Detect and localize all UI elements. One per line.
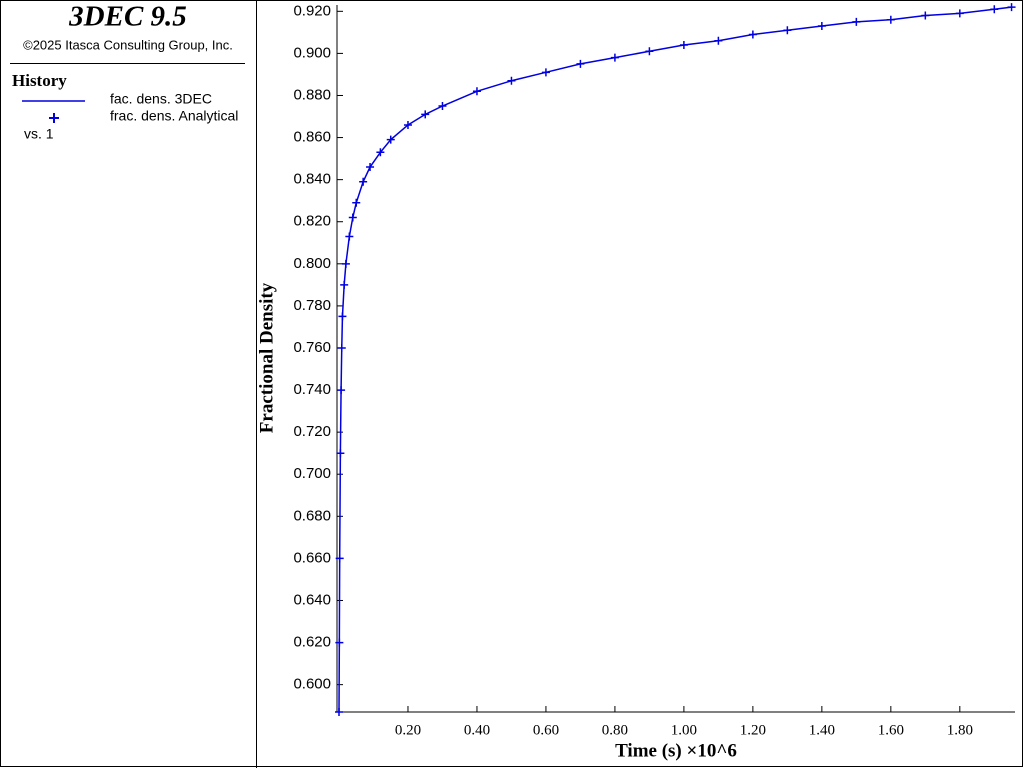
series-line: [338, 6, 1012, 713]
y-tick-label: 0.640: [293, 591, 331, 608]
series-marker: [366, 163, 375, 172]
series-marker: [472, 87, 481, 96]
copyright: ©2025 Itasca Consulting Group, Inc.: [23, 37, 233, 52]
x-tick-label: 0.20: [395, 722, 421, 738]
series-marker: [645, 47, 654, 56]
y-tick-label: 0.860: [293, 129, 331, 146]
y-axis-label: Fractional Density: [256, 282, 277, 433]
series-marker: [955, 9, 964, 18]
series-marker: [507, 76, 516, 85]
series-marker: [376, 148, 385, 157]
y-tick-label: 0.820: [293, 213, 331, 230]
series-marker: [359, 177, 368, 186]
legend-label: frac. dens. Analytical: [110, 108, 238, 124]
y-tick-label: 0.840: [293, 171, 331, 188]
legend-title: History: [12, 71, 67, 90]
series-marker: [748, 30, 757, 39]
series-marker: [541, 68, 550, 77]
series-marker: [337, 386, 346, 395]
y-tick-label: 0.900: [293, 44, 331, 61]
y-tick-label: 0.740: [293, 381, 331, 398]
y-tick-label: 0.600: [293, 676, 331, 693]
series-marker: [817, 22, 826, 31]
y-tick-label: 0.800: [293, 255, 331, 272]
x-tick-label: 0.40: [464, 722, 490, 738]
series-marker: [921, 11, 930, 20]
series-marker: [438, 102, 447, 110]
series-marker: [610, 53, 619, 62]
series-marker: [990, 5, 999, 14]
x-tick-label: 0.80: [602, 722, 628, 738]
x-tick-label: 1.40: [809, 722, 835, 738]
series-marker: [714, 36, 723, 45]
y-tick-label: 0.700: [293, 465, 331, 482]
series-marker: [338, 312, 347, 321]
series-marker: [421, 110, 430, 119]
y-tick-label: 0.660: [293, 549, 331, 566]
y-tick-label: 0.720: [293, 423, 331, 440]
series-marker: [348, 213, 357, 222]
y-tick-label: 0.780: [293, 297, 331, 314]
series-marker: [403, 120, 412, 129]
y-tick-label: 0.920: [293, 2, 331, 19]
x-tick-label: 1.20: [740, 722, 766, 738]
series-marker: [852, 17, 861, 26]
app-title: 3DEC 9.5: [68, 1, 187, 33]
x-tick-label: 1.60: [878, 722, 904, 738]
series-marker: [341, 259, 350, 268]
series-marker: [345, 232, 354, 241]
series-marker: [335, 554, 344, 563]
y-tick-label: 0.620: [293, 634, 331, 651]
y-tick-label: 0.760: [293, 339, 331, 356]
series-marker: [783, 26, 792, 35]
series-marker: [337, 343, 346, 352]
series-marker: [335, 708, 343, 716]
series-marker: [352, 198, 361, 207]
series-marker: [335, 638, 344, 647]
legend-marker: [49, 113, 59, 123]
y-tick-label: 0.680: [293, 507, 331, 524]
legend-label: fac. dens. 3DEC: [110, 91, 212, 107]
x-tick-label: 1.80: [947, 722, 973, 738]
y-tick-label: 0.880: [293, 86, 331, 103]
series-marker: [679, 40, 688, 49]
x-tick-label: 0.60: [533, 722, 559, 738]
series-marker: [1007, 3, 1016, 12]
series-marker: [386, 135, 395, 144]
legend-suffix: vs. 1: [24, 126, 54, 142]
series-marker: [576, 59, 585, 68]
x-tick-label: 1.00: [671, 722, 697, 738]
series-marker: [340, 280, 349, 289]
series-marker: [886, 15, 895, 24]
x-axis-label: Time (s) ×10^6: [615, 740, 737, 761]
series-marker: [336, 449, 345, 458]
